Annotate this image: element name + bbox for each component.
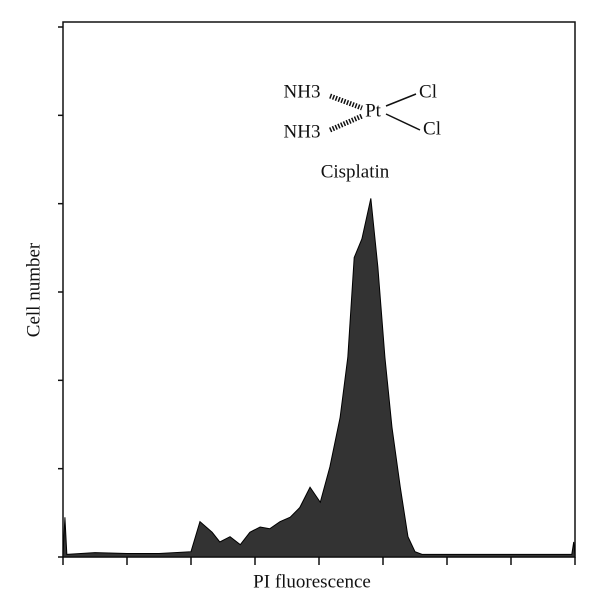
metal: Pt xyxy=(365,100,382,121)
ligand: NH3 xyxy=(284,81,321,102)
structure: NH3 NH3 Pt Cl Cl Cisplatin xyxy=(284,81,441,182)
ligand: Cl xyxy=(419,81,437,102)
compound-label: Cisplatin xyxy=(321,161,390,182)
x-axis-label: PI fluorescence xyxy=(253,571,371,592)
bond xyxy=(385,93,421,131)
histogram-area xyxy=(62,198,576,558)
ligand: NH3 xyxy=(284,121,321,142)
wedge xyxy=(328,93,364,133)
ligand: Cl xyxy=(423,118,441,139)
y-axis-label: Cell number xyxy=(23,242,44,337)
